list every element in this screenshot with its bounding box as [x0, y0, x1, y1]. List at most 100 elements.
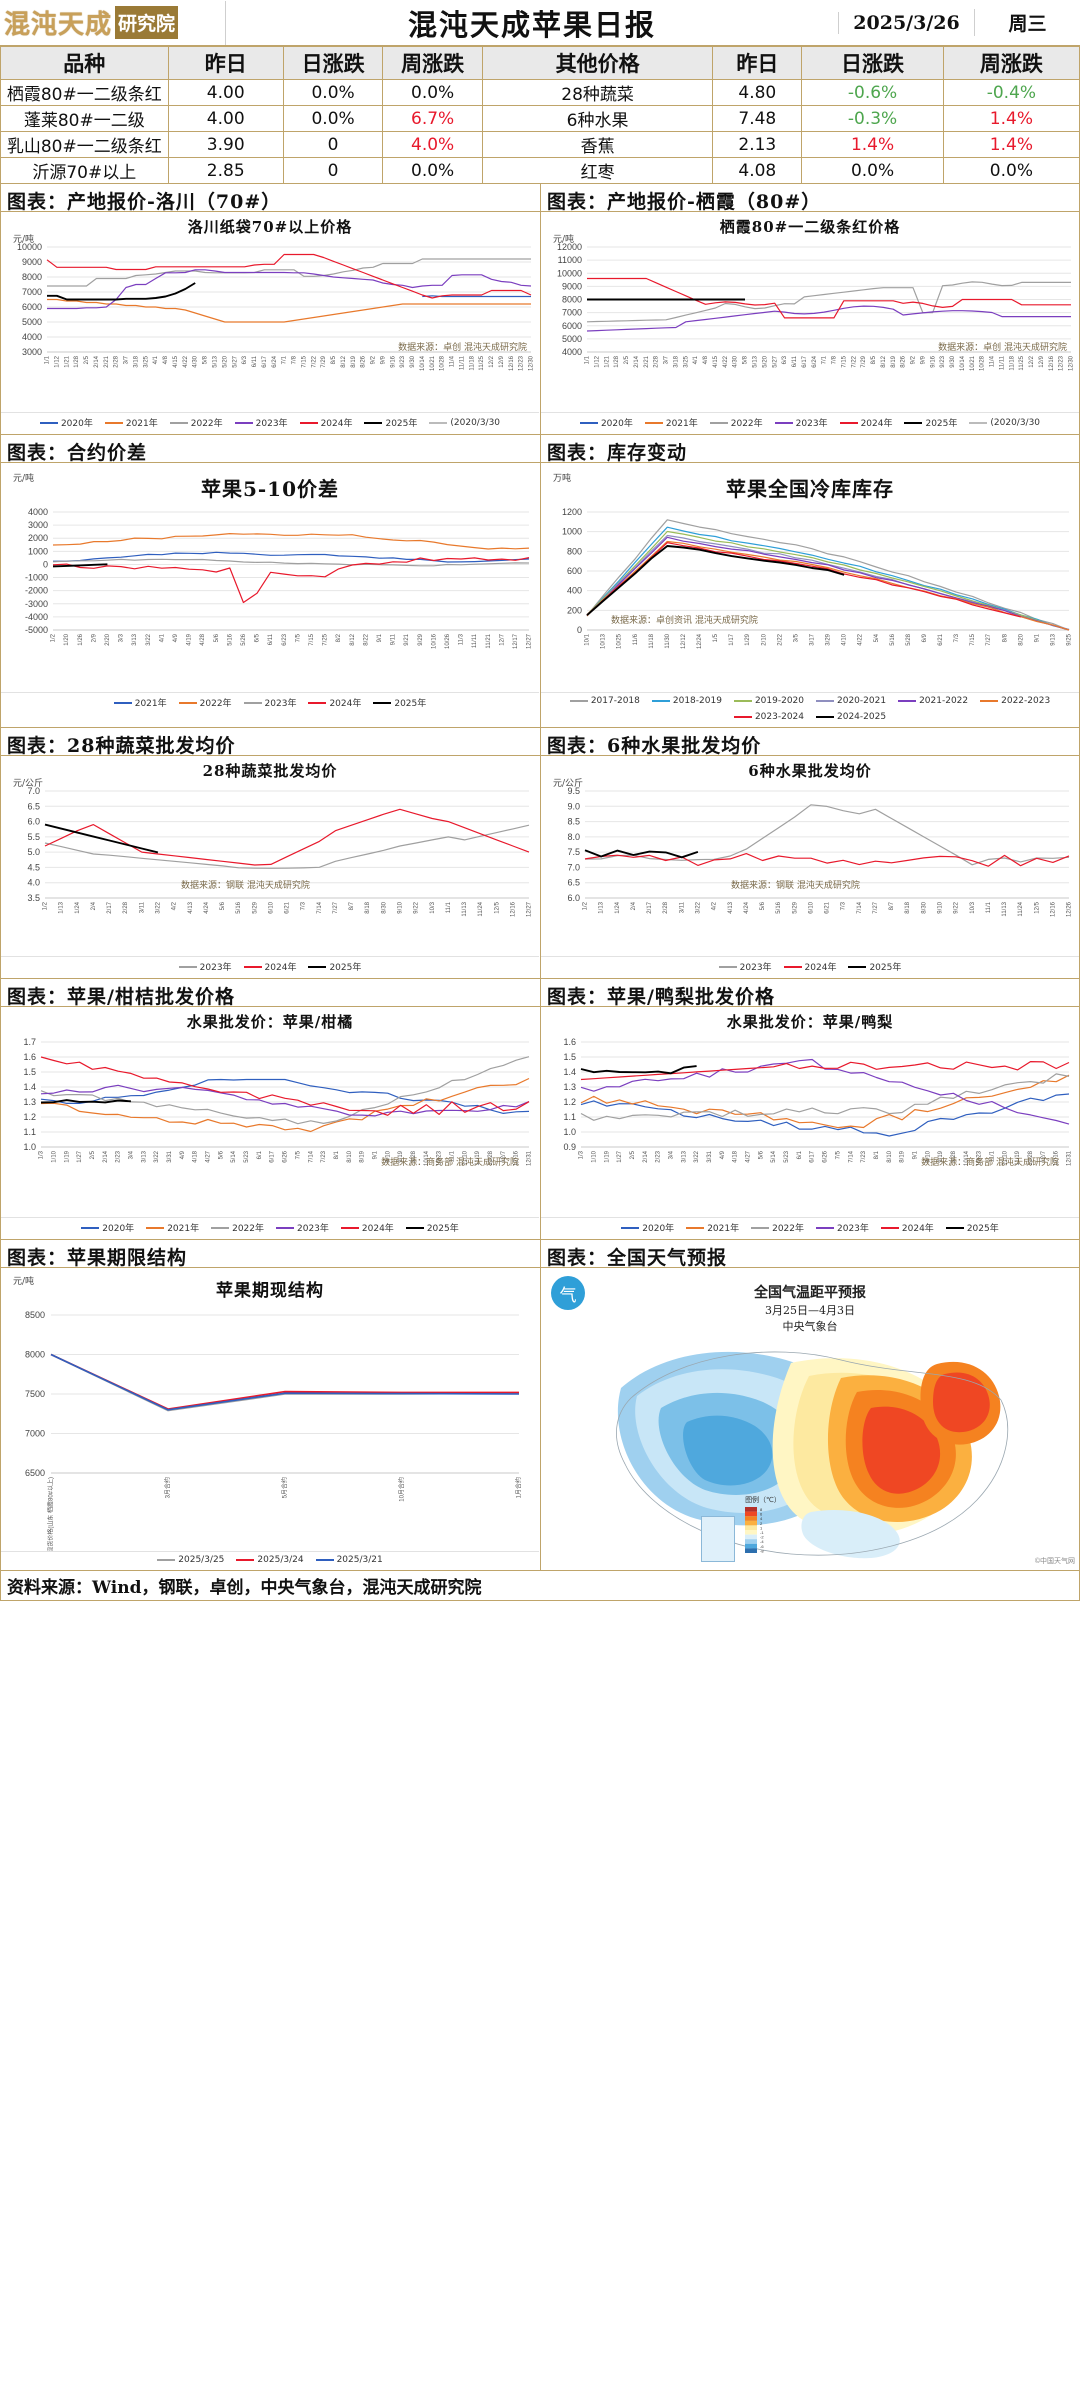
- svg-text:5/23: 5/23: [784, 1150, 790, 1162]
- legend-swatch: [178, 965, 197, 968]
- svg-text:11/1: 11/1: [450, 1150, 456, 1162]
- svg-text:1.2: 1.2: [563, 1097, 576, 1107]
- legend-item: 2024-2025: [816, 712, 886, 722]
- legend-item: 2021-2022: [898, 696, 968, 706]
- svg-text:12/16: 12/16: [509, 355, 515, 371]
- svg-text:4000: 4000: [562, 347, 582, 357]
- legend-label: 2022-2023: [1001, 696, 1051, 706]
- svg-text:0: 0: [577, 625, 582, 635]
- legend-label: 2023年: [255, 419, 288, 429]
- svg-text:5/6: 5/6: [218, 1150, 224, 1159]
- chart-fruits: 6种水果批发均价 元/公斤 6.0 6.5 7.0 7.5 8.0 8.5 9.0 9.5 1/…: [541, 756, 1079, 978]
- svg-text:10/3: 10/3: [970, 901, 976, 913]
- svg-text:7/3: 7/3: [301, 901, 307, 910]
- svg-text:2/5: 2/5: [630, 1150, 636, 1159]
- svg-text:8/19: 8/19: [891, 355, 897, 367]
- svg-text:4000: 4000: [22, 332, 42, 342]
- svg-text:4/8: 4/8: [703, 355, 709, 364]
- svg-text:8000: 8000: [562, 295, 582, 305]
- legend-swatch: [579, 421, 598, 424]
- legend-color-box: [745, 1534, 757, 1540]
- svg-text:11/1: 11/1: [986, 901, 992, 913]
- panel-term-structure: 图表：苹果期限结构 元/吨 苹果期现结构 6500 7000 7500 8000 850…: [0, 1240, 540, 1571]
- svg-text:7/29: 7/29: [321, 355, 327, 367]
- series-line: [586, 545, 845, 616]
- svg-text:10/16: 10/16: [431, 633, 437, 649]
- legend-item: 2025/3/24: [236, 1555, 304, 1565]
- svg-text:1000: 1000: [562, 527, 582, 537]
- weather-period: 3月25日—4月3日: [765, 1304, 855, 1317]
- svg-text:4/27: 4/27: [206, 1150, 212, 1162]
- svg-text:7/5: 7/5: [295, 633, 301, 642]
- svg-text:7.0: 7.0: [27, 786, 40, 796]
- source-note: 数据来源：卓创 混沌天成研究院: [938, 343, 1067, 353]
- svg-text:11/18: 11/18: [649, 633, 655, 648]
- svg-text:6/3: 6/3: [782, 355, 788, 364]
- svg-text:4/18: 4/18: [733, 1150, 739, 1162]
- svg-text:7000: 7000: [562, 308, 582, 318]
- svg-text:-2000: -2000: [25, 586, 48, 596]
- svg-text:11/18: 11/18: [469, 355, 475, 370]
- svg-text:12/31: 12/31: [1067, 1150, 1073, 1166]
- series-line: [584, 804, 1070, 866]
- svg-text:7/15: 7/15: [301, 355, 307, 367]
- svg-text:3/31: 3/31: [707, 1150, 713, 1162]
- cell-yesterday-1: 4.00: [167, 79, 284, 106]
- svg-text:1/12: 1/12: [54, 355, 60, 367]
- svg-text:1.3: 1.3: [563, 1082, 576, 1092]
- svg-text:7000: 7000: [22, 287, 42, 297]
- legend-label: (2020/3/30: [450, 417, 501, 428]
- chart-title: 苹果期现结构: [216, 1281, 324, 1301]
- legend-color-box: [745, 1520, 757, 1526]
- svg-text:12/16: 12/16: [1054, 1150, 1060, 1166]
- svg-text:9/25: 9/25: [1067, 633, 1073, 645]
- svg-text:1.0: 1.0: [23, 1142, 36, 1152]
- svg-text:3/11: 3/11: [139, 901, 145, 913]
- cell-weekly-change-1: 0.0%: [382, 157, 483, 184]
- svg-text:10/26: 10/26: [445, 633, 451, 649]
- y-axis-unit: 元/吨: [13, 1277, 35, 1287]
- series-line: [586, 305, 1071, 332]
- source-note: 数据来源：商务部 混沌天成研究院: [381, 1158, 519, 1168]
- svg-text:12/26: 12/26: [1067, 901, 1073, 917]
- svg-text:8/12: 8/12: [350, 633, 356, 645]
- svg-text:8/1: 8/1: [334, 1150, 340, 1159]
- legend-item: 2023年: [718, 960, 772, 973]
- legend-label: 2017-2018: [590, 696, 640, 706]
- legend-item: 2022-2023: [980, 696, 1050, 706]
- y-axis-unit: 元/吨: [13, 235, 35, 245]
- svg-text:12/7: 12/7: [1041, 1150, 1047, 1162]
- page-title: 混沌天成苹果日报: [407, 7, 656, 42]
- svg-text:8/12: 8/12: [341, 355, 347, 367]
- svg-text:3000: 3000: [22, 347, 42, 357]
- svg-text:6.5: 6.5: [567, 878, 580, 888]
- svg-text:1/3: 1/3: [579, 1150, 585, 1159]
- svg-text:5/13: 5/13: [752, 355, 758, 367]
- legend-item: 2025年: [848, 960, 901, 973]
- svg-text:4/8: 4/8: [163, 355, 169, 364]
- svg-text:6/10: 6/10: [808, 901, 814, 913]
- legend-swatch: [405, 1226, 424, 1229]
- cell-yesterday-2: 7.48: [712, 105, 803, 132]
- svg-text:2/4: 2/4: [631, 901, 637, 910]
- cell-daily-change-1: 0: [282, 131, 384, 158]
- svg-text:1/10: 1/10: [51, 1150, 57, 1162]
- weather-source: 中央气象台: [782, 1320, 838, 1333]
- chart-legend: 2025/3/25 2025/3/24 2025/3/21: [1, 1551, 539, 1570]
- legend-item: 2019-2020: [733, 696, 804, 706]
- series-line: [52, 563, 108, 568]
- legend-label: 2025年: [966, 1224, 999, 1234]
- cell-weekly-change-2: 1.4%: [942, 105, 1080, 132]
- svg-text:9.0: 9.0: [567, 801, 580, 811]
- svg-text:5/16: 5/16: [890, 633, 896, 645]
- svg-text:7/27: 7/27: [873, 901, 879, 913]
- svg-text:1/2: 1/2: [583, 901, 589, 910]
- svg-text:11/11: 11/11: [999, 355, 1005, 370]
- chart-legend: 2017-2018 2018-2019 2019-2020 2020-2021 2021…: [541, 692, 1079, 727]
- legend-item: 2024年: [340, 1221, 394, 1234]
- series-line: [47, 298, 531, 323]
- legend-swatch: [308, 965, 327, 968]
- legend-label: 2022年: [772, 1224, 804, 1234]
- svg-text:3/7: 3/7: [664, 355, 670, 364]
- cell-yesterday-2: 2.13: [712, 131, 803, 158]
